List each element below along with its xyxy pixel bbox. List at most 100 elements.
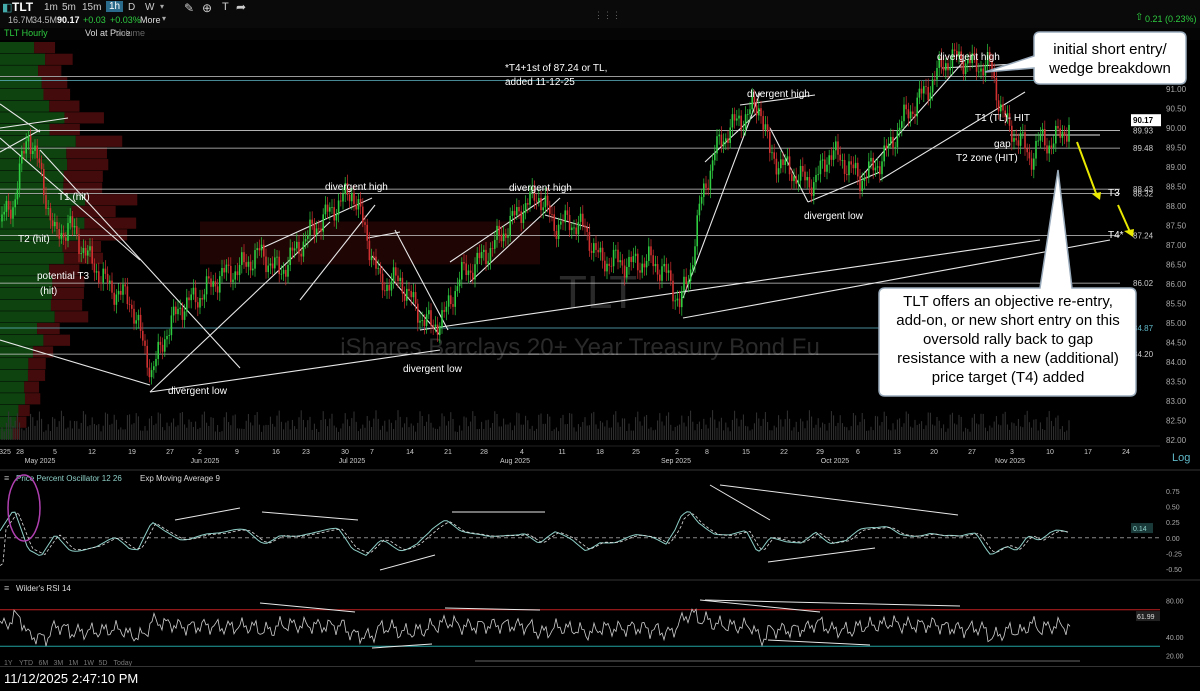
candle-body	[623, 265, 626, 278]
candle-body	[1026, 148, 1028, 153]
candle-body	[27, 135, 30, 142]
candle-body	[1057, 125, 1059, 129]
symbol-field[interactable]: TLT	[12, 0, 34, 14]
candle-body	[760, 108, 762, 117]
candle-body	[920, 88, 923, 94]
interval-5m[interactable]: 5m	[62, 2, 76, 13]
callout-text: TLT offers an objective re-entry,	[903, 293, 1113, 310]
interval-d[interactable]: D	[128, 2, 136, 13]
candle-body	[62, 232, 65, 238]
level-label: 84.87	[1133, 324, 1154, 333]
more-chevron-icon[interactable]: ▾	[162, 14, 167, 23]
chart-icon[interactable]: ◧	[2, 2, 13, 14]
candle-body	[1017, 140, 1020, 146]
level-label: 88.32	[1133, 189, 1154, 198]
candle-body	[753, 96, 756, 106]
candle-body	[375, 256, 377, 269]
share-icon[interactable]: ➦	[236, 0, 247, 14]
chart-label[interactable]: TLT Hourly	[4, 28, 48, 38]
candle-body	[104, 268, 107, 274]
candle-body	[102, 268, 104, 283]
candle-body	[399, 277, 401, 282]
trendline	[149, 349, 441, 393]
candle-body	[364, 222, 366, 225]
candle-body	[650, 246, 652, 256]
candle-body	[824, 159, 826, 172]
candle-body	[949, 67, 951, 71]
volume-study-label[interactable]: Volume	[115, 28, 146, 38]
candle-body	[150, 370, 153, 378]
candle-body	[1068, 124, 1070, 142]
candle-body	[736, 118, 738, 121]
candle-body	[478, 252, 481, 259]
y-tick-label: 90.50	[1166, 104, 1187, 113]
candle-body	[751, 96, 753, 110]
interval-1m[interactable]: 1m	[44, 2, 58, 13]
candle-body	[208, 276, 210, 279]
candle-body	[197, 302, 199, 308]
candle-body	[419, 320, 421, 323]
interval-w[interactable]: W	[145, 2, 155, 13]
more-menu[interactable]: More	[140, 15, 161, 25]
candle-body	[608, 263, 610, 266]
candle-body	[546, 195, 549, 206]
candle-body	[619, 260, 621, 263]
x-tick-label: 7	[370, 449, 374, 456]
volume-profile-bar	[0, 381, 25, 393]
candle-body	[425, 314, 428, 326]
candle-body	[991, 60, 993, 72]
candle-body	[1015, 138, 1017, 141]
overlay-label[interactable]: Vol at Price	[85, 28, 131, 38]
interval-15m[interactable]: 15m	[82, 2, 102, 13]
arrow-head-icon	[1092, 192, 1101, 200]
candle-body	[452, 304, 454, 307]
candle-body	[863, 177, 866, 181]
candle-body	[628, 256, 630, 267]
ppo-trendline	[174, 507, 241, 521]
candle-body	[848, 161, 850, 176]
candle-body	[887, 143, 890, 149]
candle-body	[1052, 143, 1055, 148]
chart-canvas[interactable]: TLT iShares Barclays 20+ Year Treasury B…	[0, 0, 1200, 666]
candle-body	[430, 310, 432, 326]
candle-body	[857, 162, 859, 177]
candle-body	[439, 326, 441, 335]
candle-body	[1000, 104, 1002, 112]
candle-body	[555, 230, 558, 239]
rsi-y-tick: 20.00	[1166, 653, 1184, 660]
candle-body	[953, 49, 956, 51]
y-tick-label: 87.50	[1166, 221, 1187, 230]
candle-body	[782, 159, 784, 165]
candle-body	[881, 161, 883, 175]
candle-body	[397, 275, 399, 282]
candle-body	[980, 68, 982, 72]
candle-body	[513, 211, 516, 216]
timeframe-button: 3M	[54, 660, 64, 666]
candle-body	[313, 223, 316, 235]
toolbar: ◧ TLT 16.7M 34.5M 90.17 +0.03 +0.03% Mor…	[0, 0, 1200, 29]
text-icon[interactable]: T	[222, 1, 229, 13]
candle-body	[307, 235, 309, 239]
candle-body	[978, 71, 980, 73]
y-tick-label: 84.00	[1166, 358, 1187, 367]
interval-chevron-icon[interactable]: ▾	[160, 2, 165, 11]
candle-body	[210, 278, 212, 287]
trendline	[0, 103, 41, 133]
draw-icon[interactable]: ✎	[184, 1, 195, 15]
candle-body	[417, 303, 419, 323]
candle-body	[232, 279, 234, 283]
candle-body	[410, 290, 412, 298]
candle-body	[309, 219, 311, 236]
volume-profile-bar	[0, 322, 38, 335]
interval-1h[interactable]: 1h	[106, 1, 124, 12]
candle-body	[903, 104, 905, 122]
candle-body	[98, 271, 100, 283]
up-arrow-icon: ⇧	[1135, 12, 1144, 23]
candle-body	[934, 79, 936, 81]
candle-body	[386, 284, 388, 291]
menu-dots-icon[interactable]: ⋮⋮⋮	[594, 10, 621, 20]
candle-body	[340, 200, 342, 202]
candle-body	[302, 241, 305, 257]
price-box-label: 90.17	[1133, 116, 1154, 125]
crosshair-icon[interactable]: ⊕	[202, 1, 213, 15]
